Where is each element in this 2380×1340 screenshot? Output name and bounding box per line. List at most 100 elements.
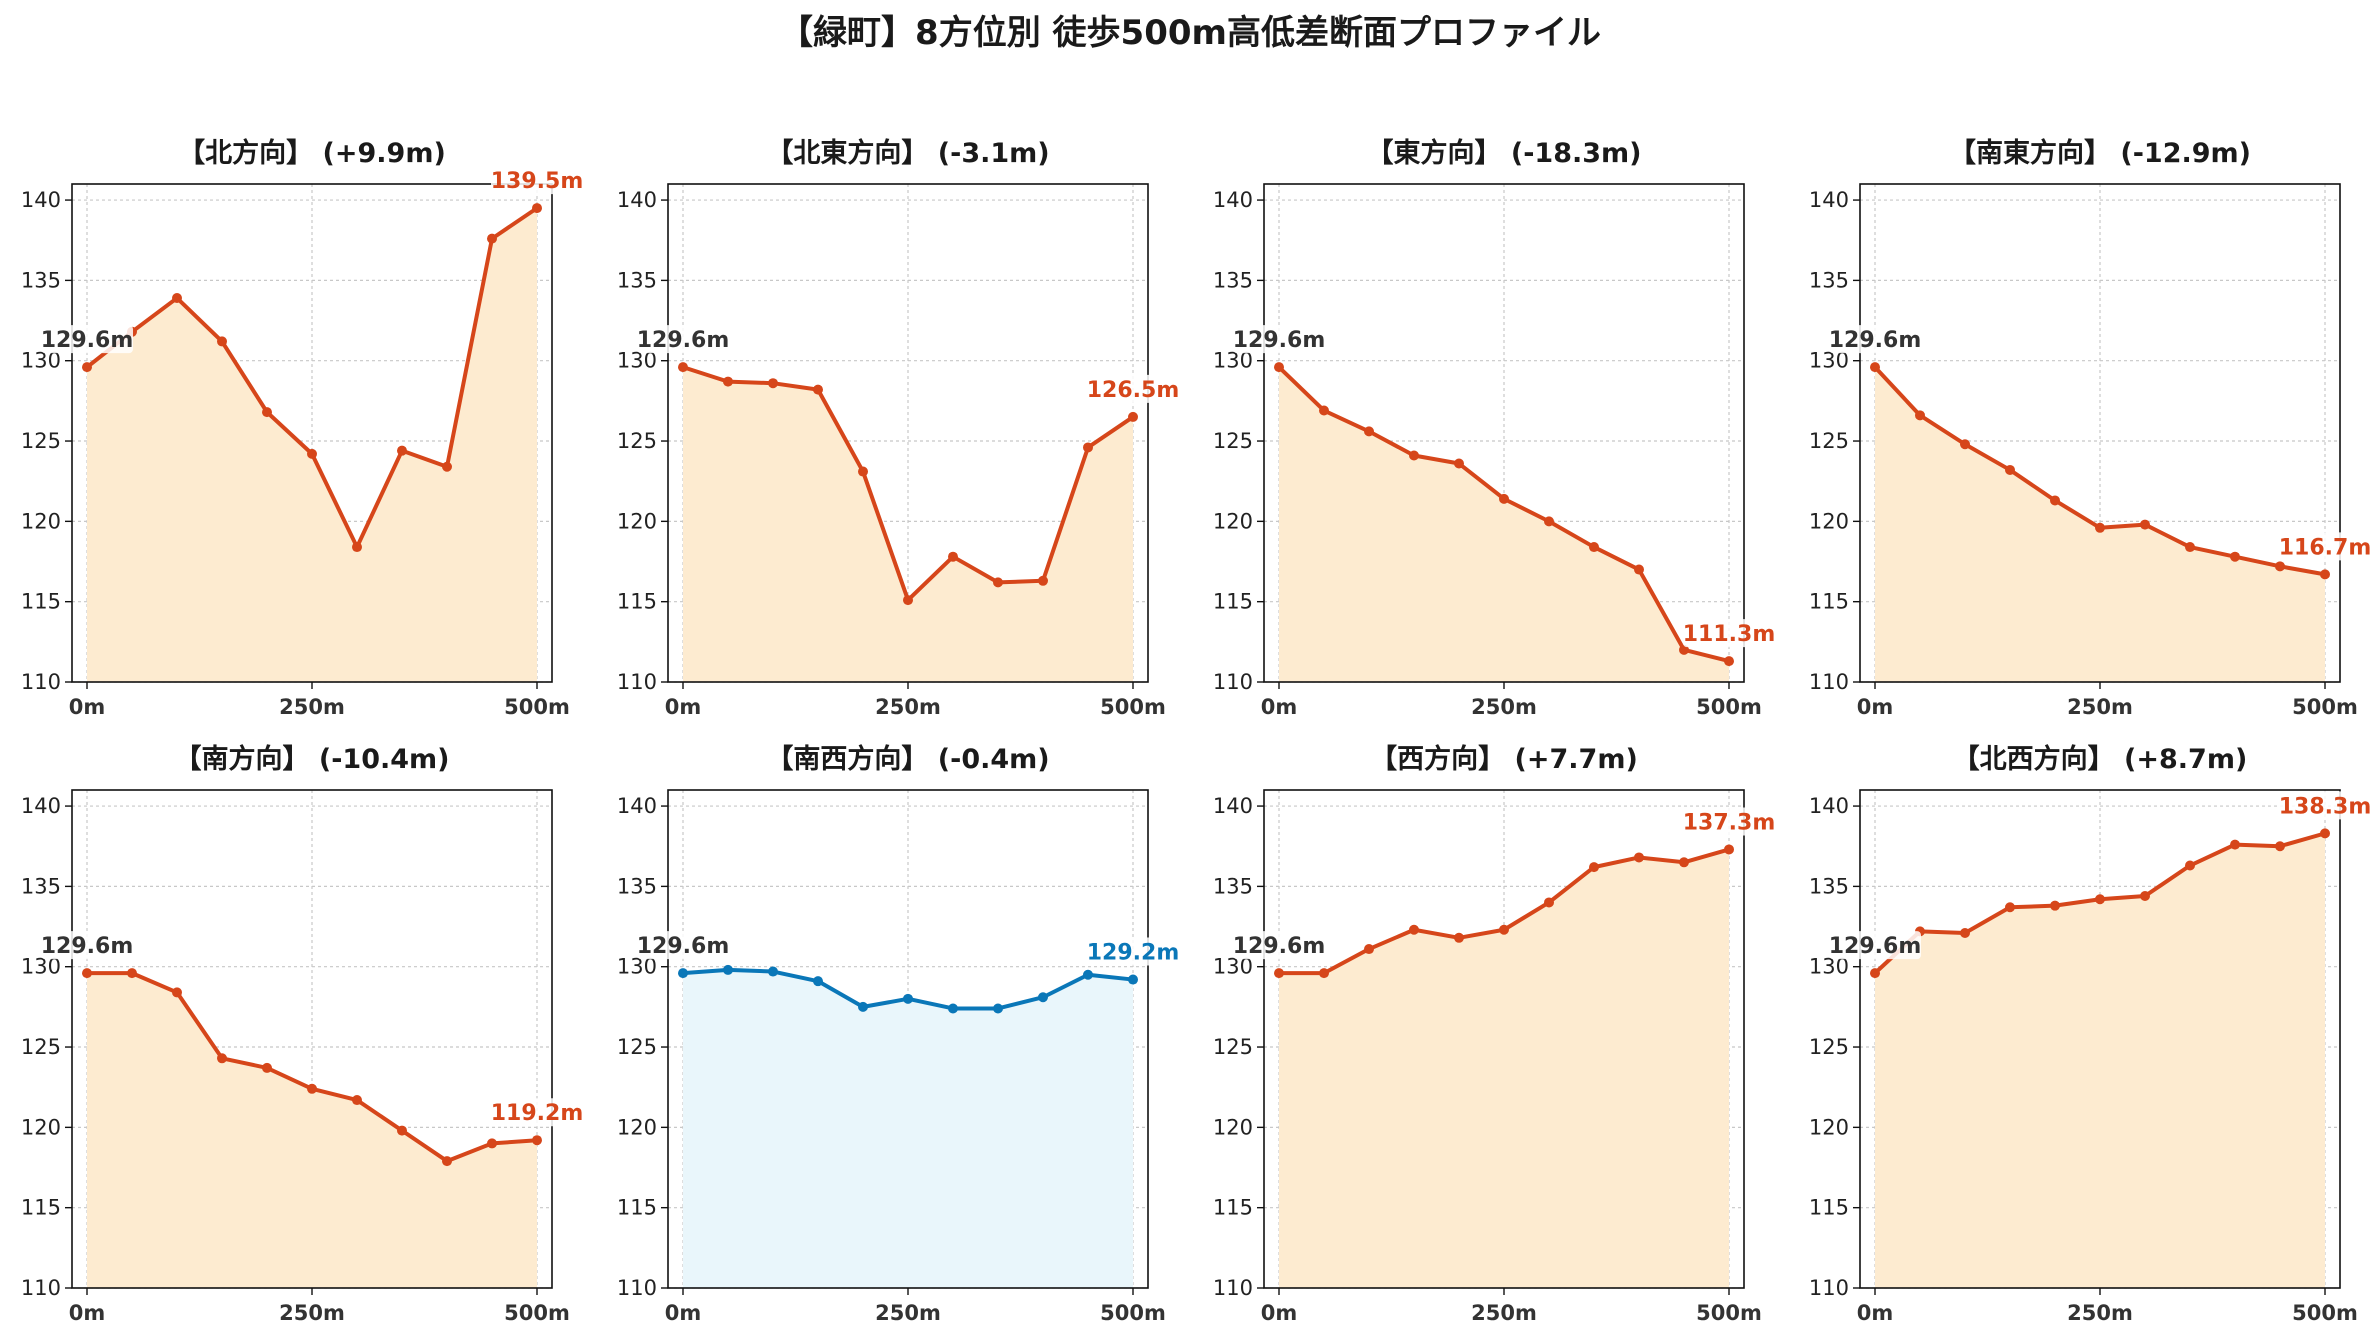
data-point bbox=[2185, 542, 2195, 553]
start-label-box bbox=[41, 325, 133, 354]
data-point bbox=[2140, 519, 2150, 530]
area-fill bbox=[683, 367, 1133, 682]
start-label-box bbox=[1233, 325, 1325, 354]
area-fill bbox=[683, 969, 1133, 1288]
data-point bbox=[1319, 968, 1329, 979]
data-point bbox=[1634, 564, 1644, 575]
data-point bbox=[1499, 924, 1509, 935]
data-point bbox=[2320, 569, 2330, 580]
data-point bbox=[993, 1003, 1003, 1014]
data-point bbox=[2005, 464, 2015, 475]
x-tick-label: 0m bbox=[69, 1301, 106, 1325]
x-tick-label: 500m bbox=[2292, 1301, 2358, 1325]
x-tick-label: 500m bbox=[1696, 1301, 1762, 1325]
y-tick-label: 115 bbox=[1213, 590, 1253, 614]
data-point bbox=[723, 964, 733, 975]
y-tick-label: 110 bbox=[617, 1276, 657, 1300]
data-point bbox=[442, 1156, 452, 1167]
data-point bbox=[1274, 968, 1284, 979]
start-label: 129.6m bbox=[637, 934, 730, 959]
y-tick-label: 135 bbox=[1213, 874, 1253, 898]
data-point bbox=[1038, 575, 1048, 586]
data-point bbox=[1870, 968, 1880, 979]
x-tick-label: 500m bbox=[1100, 1301, 1166, 1325]
start-label: 129.6m bbox=[1233, 934, 1326, 959]
area-fill bbox=[87, 973, 537, 1288]
end-label-box bbox=[1087, 374, 1179, 403]
data-point bbox=[2050, 900, 2060, 911]
start-label: 129.6m bbox=[1233, 328, 1326, 353]
data-point bbox=[172, 987, 182, 998]
data-point bbox=[262, 407, 272, 418]
data-point bbox=[307, 1083, 317, 1094]
y-tick-label: 125 bbox=[1213, 1035, 1253, 1059]
data-point bbox=[1454, 458, 1464, 469]
y-tick-label: 125 bbox=[21, 429, 61, 453]
data-point bbox=[172, 293, 182, 304]
data-point bbox=[1038, 992, 1048, 1003]
data-point bbox=[1364, 426, 1374, 437]
panel-title: 【南西方向】 (-0.4m) bbox=[766, 743, 1049, 775]
start-label-box bbox=[637, 325, 729, 354]
y-tick-label: 115 bbox=[1809, 1196, 1849, 1220]
data-point bbox=[2185, 860, 2195, 871]
end-label: 129.2m bbox=[1087, 941, 1180, 966]
y-tick-label: 110 bbox=[1809, 670, 1849, 694]
end-label-box bbox=[491, 1098, 583, 1127]
data-point bbox=[1128, 974, 1138, 985]
panel-title: 【東方向】 (-18.3m) bbox=[1366, 137, 1641, 169]
y-tick-label: 115 bbox=[21, 1196, 61, 1220]
start-label: 129.6m bbox=[637, 328, 730, 353]
x-tick-label: 0m bbox=[1261, 1301, 1298, 1325]
end-label-box bbox=[2279, 791, 2371, 820]
y-tick-label: 135 bbox=[1213, 268, 1253, 292]
data-point bbox=[1128, 411, 1138, 422]
data-point bbox=[1960, 927, 1970, 938]
start-label-box bbox=[41, 931, 133, 960]
start-label: 129.6m bbox=[1829, 934, 1922, 959]
data-point bbox=[1454, 932, 1464, 943]
data-point bbox=[2320, 828, 2330, 839]
y-tick-label: 135 bbox=[617, 874, 657, 898]
y-tick-label: 120 bbox=[21, 1115, 61, 1139]
y-tick-label: 140 bbox=[1809, 188, 1849, 212]
data-point bbox=[262, 1062, 272, 1073]
y-tick-label: 125 bbox=[21, 1035, 61, 1059]
x-tick-label: 500m bbox=[504, 1301, 570, 1325]
y-tick-label: 120 bbox=[1809, 1115, 1849, 1139]
end-label-box bbox=[2279, 532, 2371, 561]
x-tick-label: 0m bbox=[1857, 1301, 1894, 1325]
y-tick-label: 140 bbox=[21, 794, 61, 818]
area-fill bbox=[1279, 367, 1729, 682]
data-point bbox=[217, 1053, 227, 1064]
end-label: 116.7m bbox=[2279, 535, 2372, 560]
x-tick-label: 500m bbox=[1100, 695, 1166, 719]
end-label-box bbox=[1087, 937, 1179, 966]
panel-title: 【北西方向】 (+8.7m) bbox=[1953, 743, 2248, 775]
x-tick-label: 500m bbox=[504, 695, 570, 719]
end-label: 138.3m bbox=[2279, 794, 2372, 819]
data-point bbox=[1915, 410, 1925, 421]
y-tick-label: 120 bbox=[1213, 509, 1253, 533]
end-label-box bbox=[1683, 619, 1775, 648]
data-point bbox=[532, 203, 542, 214]
y-tick-label: 110 bbox=[1213, 1276, 1253, 1300]
y-tick-label: 110 bbox=[21, 1276, 61, 1300]
data-point bbox=[948, 551, 958, 562]
y-tick-label: 110 bbox=[1213, 670, 1253, 694]
x-tick-label: 0m bbox=[69, 695, 106, 719]
data-point bbox=[1679, 857, 1689, 868]
y-tick-label: 135 bbox=[617, 268, 657, 292]
data-point bbox=[487, 233, 497, 244]
y-tick-label: 110 bbox=[21, 670, 61, 694]
x-tick-label: 250m bbox=[279, 695, 345, 719]
y-tick-label: 120 bbox=[1809, 509, 1849, 533]
data-point bbox=[127, 968, 137, 979]
data-point bbox=[397, 445, 407, 456]
y-tick-label: 125 bbox=[1213, 429, 1253, 453]
data-point bbox=[352, 1095, 362, 1106]
